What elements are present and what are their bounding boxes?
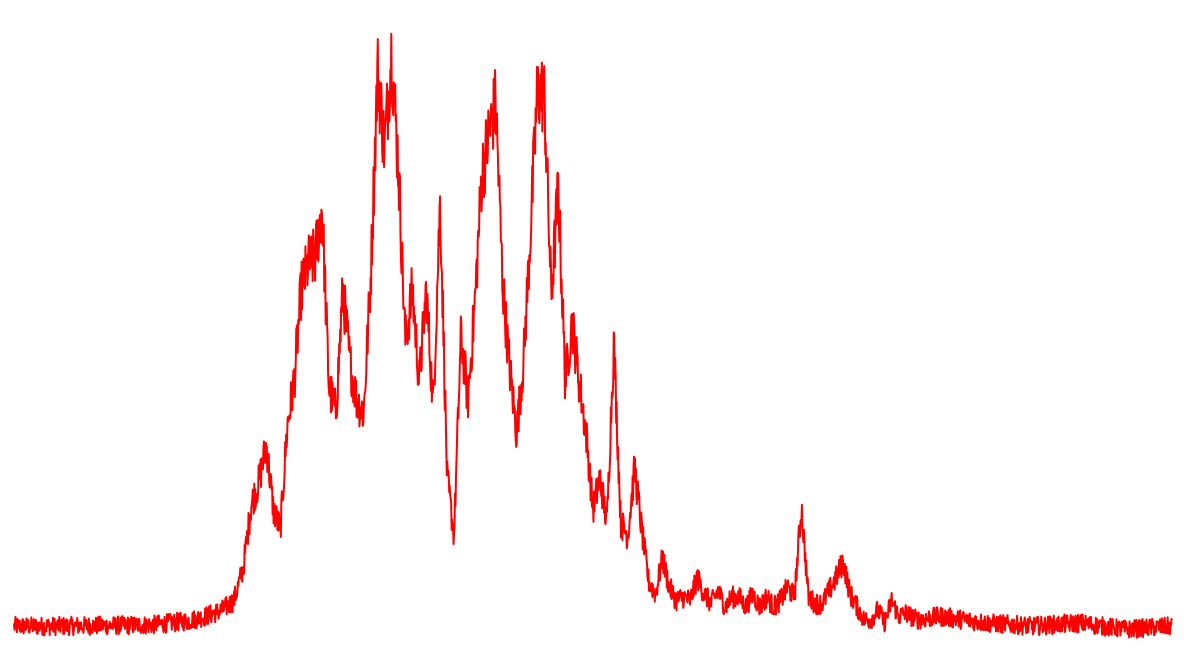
series-line-0 bbox=[13, 32, 1173, 639]
series-layer bbox=[13, 32, 1173, 639]
